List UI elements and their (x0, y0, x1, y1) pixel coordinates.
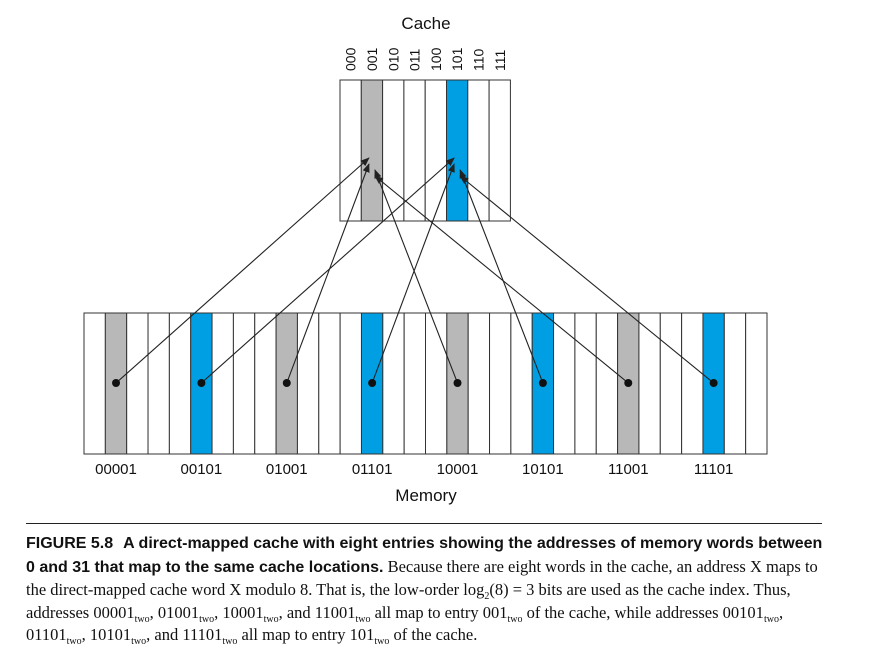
mapping-origin-dot (197, 379, 206, 387)
cache-block (339, 79, 511, 222)
memory-address-label: 11101 (694, 461, 734, 478)
memory-word (296, 312, 320, 455)
cache-slot-101 (446, 79, 469, 222)
caption-text: , 10101 (81, 625, 132, 644)
caption-text: , 01101 (26, 602, 784, 645)
mapping-arrow (201, 157, 455, 384)
memory-word (574, 312, 597, 455)
mapping-origin-dot (538, 379, 547, 387)
mapping-arrow (459, 175, 714, 384)
mapping-origin-dot (453, 379, 462, 387)
memory-word (681, 312, 704, 455)
cache-slot-111 (488, 79, 511, 222)
memory-word (553, 312, 576, 455)
memory-address-label: 10001 (437, 461, 479, 478)
memory-word (489, 312, 512, 455)
caption-subscript: two (66, 636, 82, 647)
memory-word (403, 312, 426, 455)
memory-word (510, 312, 533, 455)
cache-slot-001 (360, 79, 384, 222)
caption-text: , and 11101 (146, 625, 223, 644)
mapping-arrow (374, 175, 629, 384)
mapping-origin-dot (624, 379, 633, 387)
mapping-arrow (115, 157, 370, 384)
memory-word (211, 312, 234, 455)
caption-subscript: two (131, 636, 147, 647)
caption-subscript: two (199, 613, 215, 625)
caption-subscript: 2 (484, 591, 490, 602)
cache-index-label: 110 (470, 48, 486, 71)
memory-address-label: 00101 (181, 461, 223, 478)
cache-index-label: 001 (364, 47, 380, 71)
cache-index-label: 100 (428, 47, 444, 71)
caption-subscript: two (222, 636, 238, 647)
memory-word (425, 312, 448, 455)
caption-text: all map to entry 001 (370, 602, 508, 622)
cache-mapping-diagram: Cache 000 001 010 011 100 101 110 111 00001 0010… (83, 14, 768, 505)
memory-word (147, 312, 170, 455)
figure-caption: FIGURE 5.8 A direct-mapped cache with eig… (26, 532, 826, 647)
memory-address-label: 01001 (266, 461, 308, 478)
memory-address-label: 01101 (352, 461, 393, 478)
cache-index-label: 011 (407, 48, 423, 71)
mapping-arrow (286, 163, 370, 384)
memory-word (638, 312, 661, 455)
memory-word (126, 312, 149, 455)
caption-subscript: two (355, 613, 371, 625)
memory-word (168, 312, 192, 455)
memory-address-label: 00001 (95, 461, 137, 478)
mapping-arrow (459, 169, 544, 384)
memory-word (745, 312, 768, 455)
caption-text: of the cache. (389, 625, 478, 644)
mapping-arrow (374, 169, 459, 384)
memory-word (467, 312, 491, 455)
memory-word (83, 312, 106, 455)
cache-slot-110 (467, 79, 490, 222)
cache-index-label: 101 (449, 47, 465, 71)
memory-address-label: 11001 (608, 461, 649, 478)
cache-slot-010 (382, 79, 405, 222)
caption-text: , 10001 (214, 602, 264, 622)
cache-label: Cache (401, 14, 450, 33)
caption-subscript: two (263, 613, 279, 625)
caption-text: all map to entry 101 (237, 625, 375, 644)
mapping-origin-dot (282, 379, 291, 387)
mapping-origin-dot (368, 379, 377, 387)
memory-block (83, 312, 768, 455)
caption-subscript: two (134, 613, 150, 625)
caption-subscript: two (507, 613, 523, 625)
mapping-arrow (371, 163, 455, 384)
caption-subscript: two (374, 636, 390, 647)
memory-word (595, 312, 619, 455)
mapping-origin-dot (112, 379, 121, 387)
caption-text: of the cache, while addresses 00101 (522, 602, 764, 622)
memory-word (339, 312, 362, 455)
memory-word (723, 312, 747, 455)
caption-text: , and 11001 (278, 602, 356, 622)
memory-word (232, 312, 256, 455)
mapping-origin-dot (709, 379, 718, 387)
caption-text: , 01001 (149, 602, 200, 622)
figure-title: A direct-mapped cache with eight entries… (26, 535, 823, 576)
caption-rule (26, 523, 822, 524)
caption-subscript: two (763, 613, 779, 625)
cache-index-label: 000 (343, 47, 359, 71)
caption-text: (8) = 3 bits are used as the cache index… (26, 580, 791, 622)
memory-word (318, 312, 341, 455)
cache-slot-000 (339, 79, 362, 222)
memory-word (659, 312, 683, 455)
cache-index-labels: 000 001 010 011 100 101 110 111 (343, 47, 508, 71)
cache-slot-100 (424, 79, 448, 222)
mapping-arrows (112, 157, 718, 387)
memory-word (382, 312, 405, 455)
figure-label: FIGURE 5.8 (26, 535, 114, 552)
memory-address-labels: 00001 00101 01001 01101 10001 10101 11001 11101 (95, 461, 733, 478)
memory-address-label: 10101 (522, 461, 564, 478)
cache-index-label: 010 (385, 47, 401, 71)
cache-index-label: 111 (492, 50, 508, 71)
memory-label: Memory (395, 486, 457, 505)
caption-text: Because there are eight words in the cac… (26, 556, 818, 600)
memory-word (254, 312, 277, 455)
